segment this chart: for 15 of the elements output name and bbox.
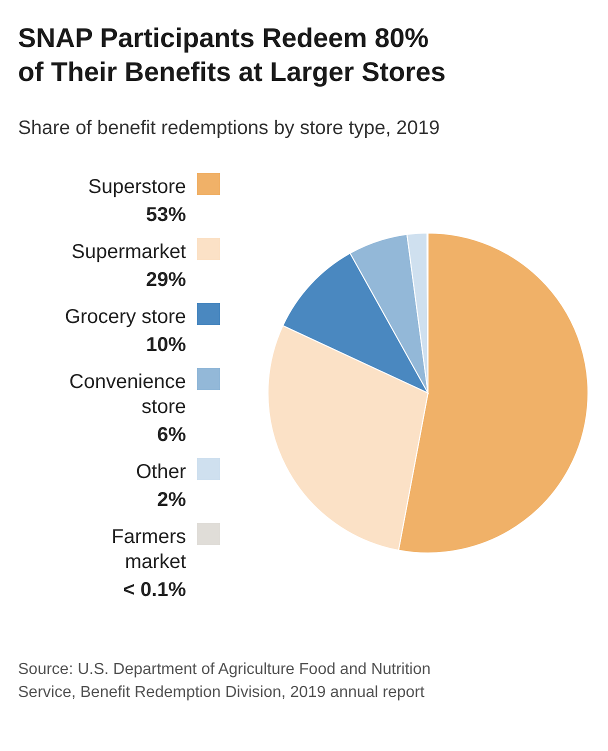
data-label: 53% [146,204,186,226]
data-label: 2% [157,489,186,511]
legend-label: Grocery store [64,306,186,328]
legend-label: Supermarket [72,241,186,263]
chart-subtitle: Share of benefit redemptions by store type, 2019 [18,117,440,139]
data-label: 29% [146,269,186,291]
legend-label: Convenience store [69,371,186,418]
chart-title: SNAP Participants Redeem 80% of Their Benefits at Larger Stores [18,23,446,87]
data-label: 10% [146,334,186,356]
data-label: < 0.1% [123,579,186,601]
source-note: Source: U.S. Department of Agriculture Food and Nutrition Service, Benefit Redemption Division, 2019 annual report [18,661,431,701]
legend-label: Farmers market [112,526,186,573]
data-label: 6% [157,424,186,446]
legend-label: Superstore [88,176,186,198]
legend-label: Other [136,461,186,483]
